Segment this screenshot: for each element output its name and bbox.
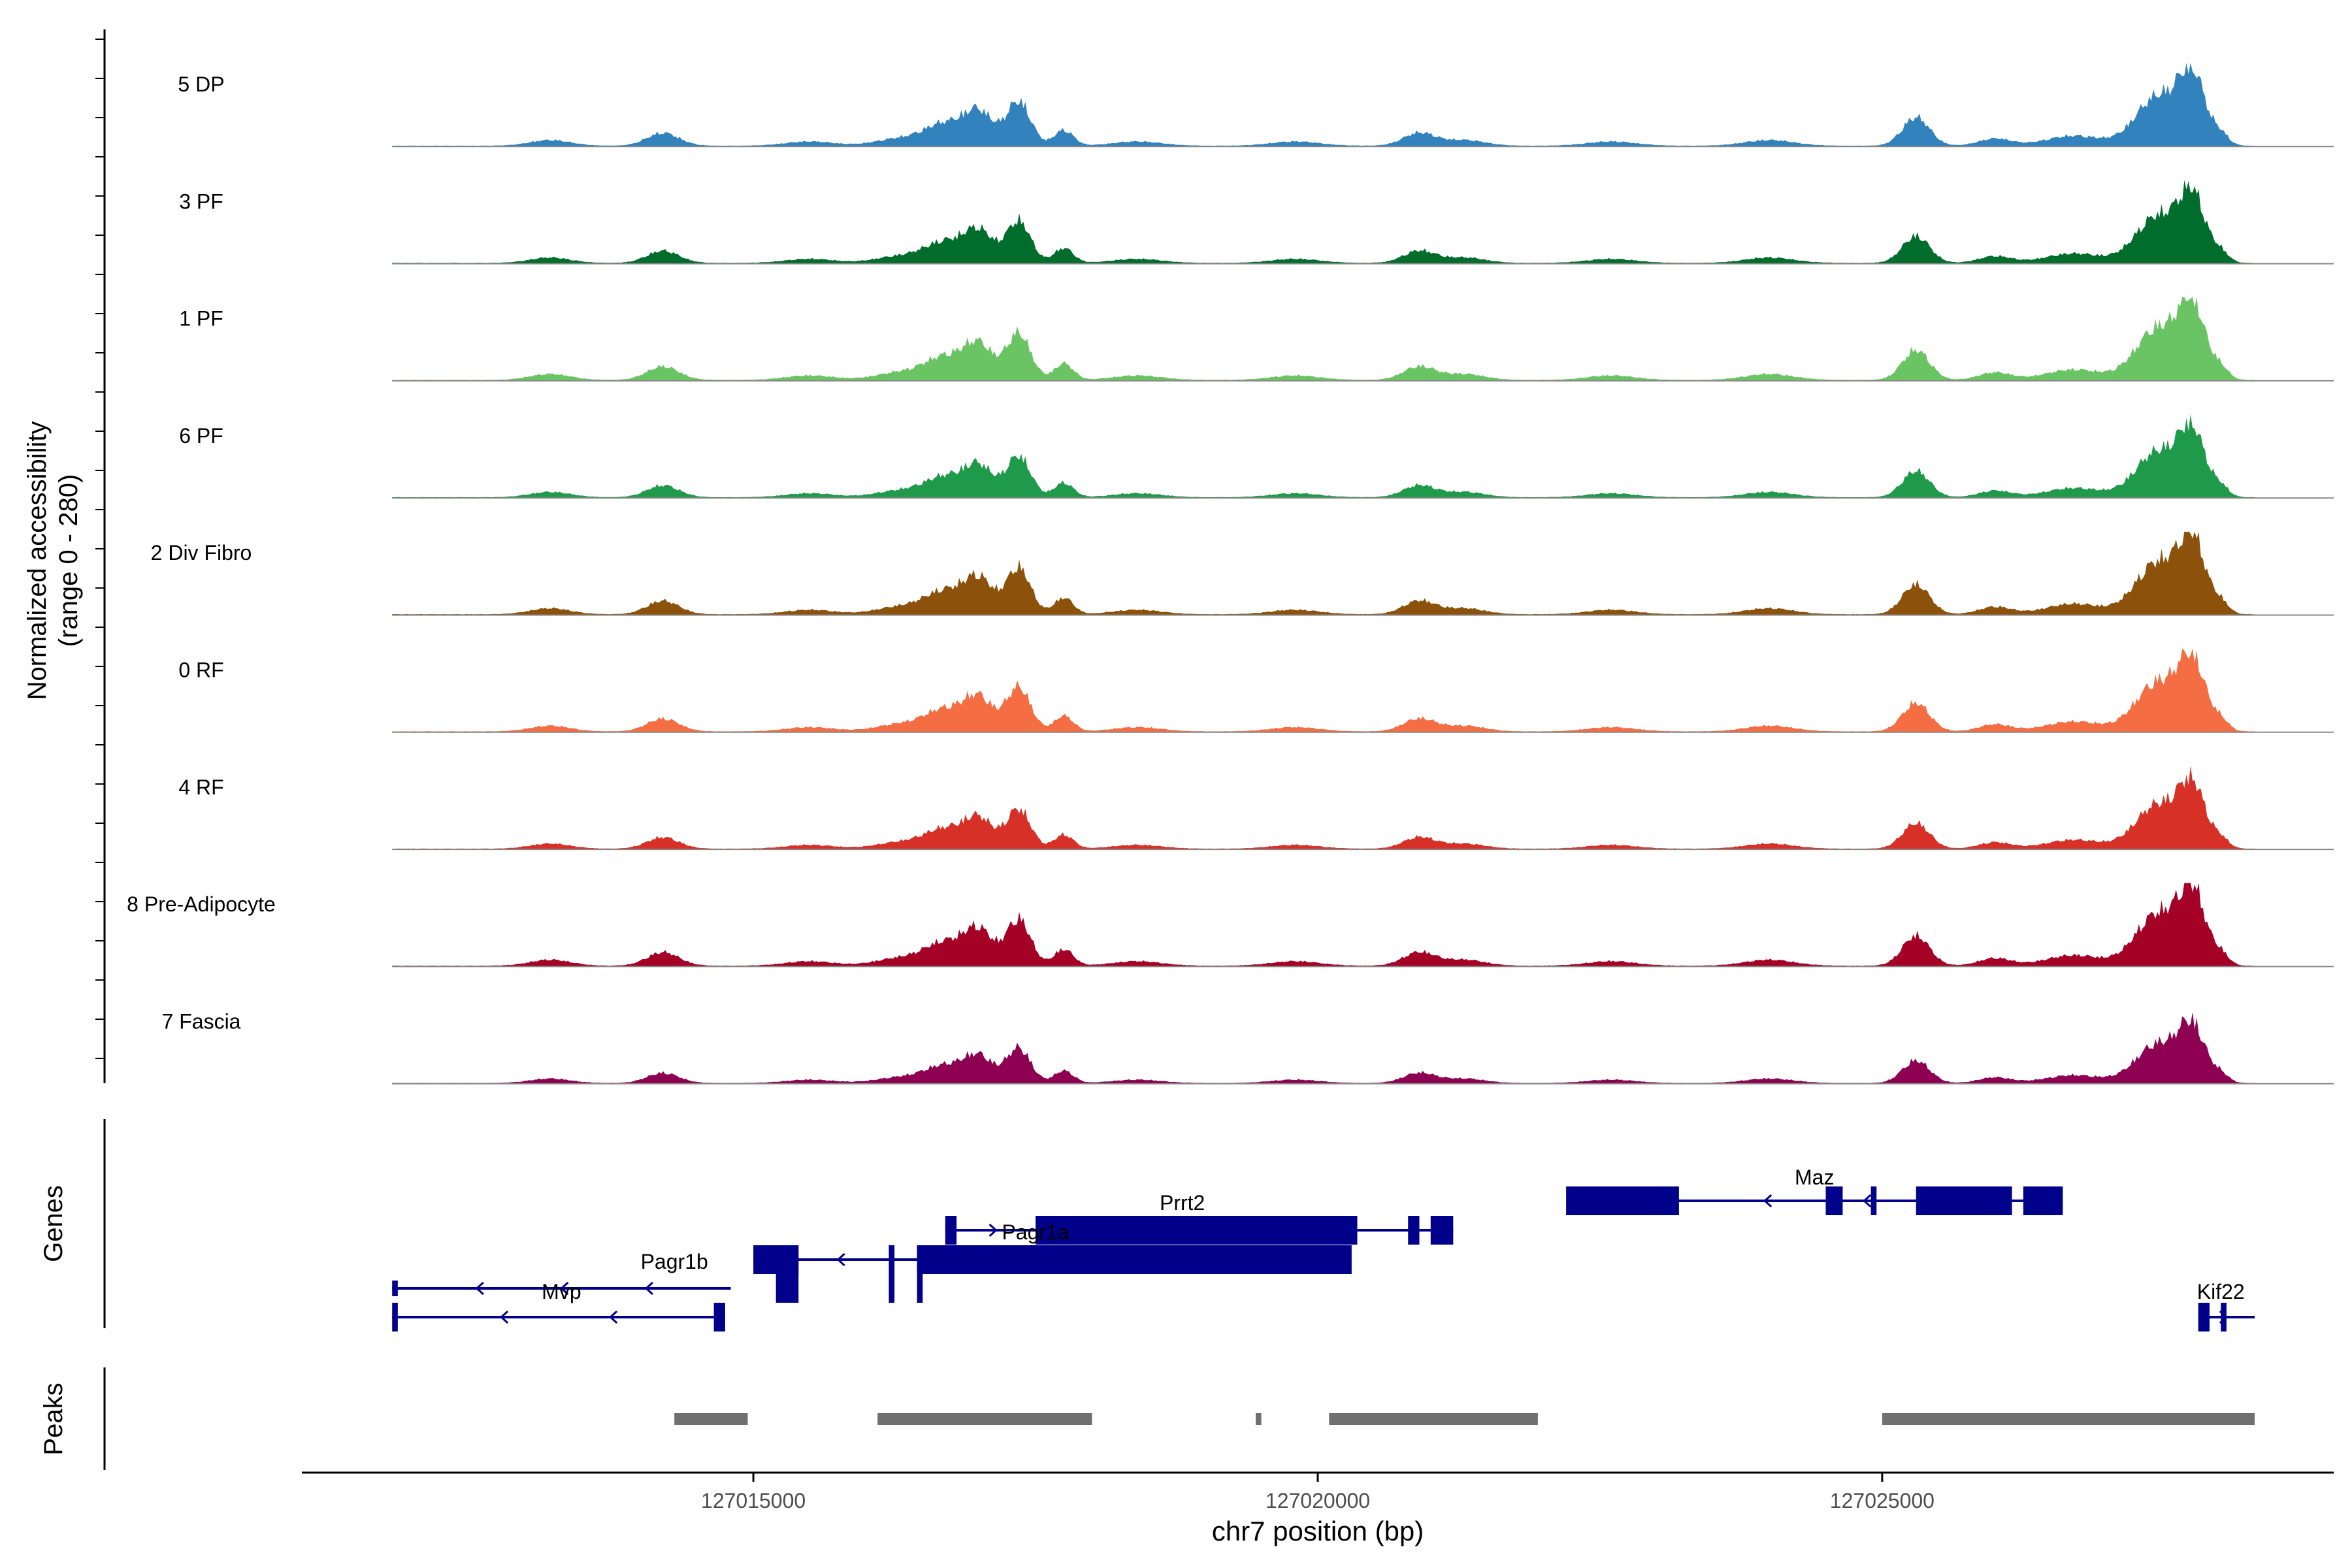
gene-kif22 [2198, 1303, 2255, 1331]
gene-exon [1870, 1186, 1877, 1215]
track-label: 1 PF [179, 307, 223, 331]
peak-region [877, 1413, 1092, 1425]
coverage-area [392, 63, 2255, 147]
x-tick-label: 127015000 [701, 1489, 806, 1512]
gene-exon [889, 1245, 895, 1303]
strand-arrow [1863, 1194, 1872, 1208]
coverage-area [392, 414, 2255, 498]
x-axis-ticks: 127015000 127020000 127025000 [701, 1473, 1935, 1512]
gene-exon [1566, 1186, 1679, 1215]
strand-arrow [475, 1281, 484, 1296]
track-label: 4 RF [178, 776, 223, 799]
track-0: 5 DP [178, 63, 2334, 148]
peak-region [1882, 1413, 2255, 1425]
gene-name-label: Pagr1a [1002, 1220, 1069, 1244]
gene-exon [1036, 1216, 1358, 1245]
gene-exon [1825, 1186, 1843, 1215]
track-label: 6 PF [179, 424, 223, 448]
gene-pagr1b [753, 1245, 1352, 1303]
gene-exon [917, 1245, 1352, 1274]
track-4: 2 Div Fibro [151, 531, 2334, 616]
coverage-area [392, 297, 2255, 381]
peak-region [674, 1413, 748, 1425]
track-8: 7 Fascia [162, 1009, 2334, 1085]
gene-exon [1916, 1186, 2012, 1215]
strand-arrow [560, 1281, 569, 1296]
strand-arrow [836, 1252, 845, 1267]
gene-name-label: Pagr1b [641, 1250, 708, 1273]
peaks-panel-label: Peaks [39, 1382, 68, 1455]
gene-annotation-track: Maz Prrt2 Pagr1a Pagr1b Mvp Kif22 [392, 1166, 2255, 1331]
coverage-area [392, 1012, 2255, 1084]
x-tick-label: 127025000 [1830, 1489, 1935, 1512]
coverage-area [392, 883, 2255, 967]
gene-name-label: Mvp [542, 1280, 581, 1303]
track-5: 0 RF [178, 648, 2334, 733]
gene-prrt2 [1036, 1216, 1454, 1245]
gene-exon [776, 1245, 799, 1303]
track-label: 3 PF [179, 189, 223, 213]
gene-pagr1a [945, 1216, 1047, 1245]
tracks-y-axis [95, 29, 106, 1083]
peak-region [1255, 1413, 1262, 1425]
gene-exon [1408, 1216, 1420, 1245]
coverage-area [392, 531, 2255, 615]
strand-arrow [644, 1281, 653, 1296]
track-label: 2 Div Fibro [151, 541, 252, 564]
track-7: 8 Pre-Adipocyte [127, 883, 2334, 968]
gene-exon [2221, 1303, 2227, 1331]
strand-arrow [1763, 1194, 1772, 1208]
strand-arrow [609, 1310, 618, 1324]
peaks-track [674, 1413, 2255, 1425]
gene-exon [392, 1281, 398, 1296]
coverage-area [392, 180, 2255, 264]
y-axis-label: Normalized accessibility (range 0 - 280) [23, 421, 83, 700]
coverage-area [392, 648, 2255, 732]
y-axis-label-line2: (range 0 - 280) [54, 474, 83, 647]
gene-mvp [392, 1303, 725, 1331]
gene-exon [392, 1303, 398, 1331]
track-3: 6 PF [179, 414, 2334, 499]
gene-name-label: Kif22 [2197, 1280, 2245, 1303]
coverage-area [392, 766, 2255, 850]
gene-maz [1566, 1186, 2063, 1215]
track-label: 8 Pre-Adipocyte [127, 892, 276, 916]
y-axis-label-line1: Normalized accessibility [23, 421, 52, 700]
gene-exon [2023, 1186, 2063, 1215]
coverage-tracks: 5 DP 3 PF 1 PF 6 PF 2 Div Fibro 0 RF 4 RF 8 Pre… [127, 63, 2334, 1085]
track-1: 3 PF [179, 180, 2334, 265]
gene-name-label: Maz [1795, 1166, 1834, 1189]
strand-arrow [988, 1223, 998, 1237]
gene-name-label: Prrt2 [1160, 1191, 1205, 1215]
x-tick-label: 127020000 [1266, 1489, 1370, 1512]
genes-panel-label: Genes [39, 1185, 68, 1262]
gene-exon [2198, 1303, 2210, 1331]
gene-exon [713, 1303, 725, 1331]
track-label: 7 Fascia [162, 1009, 241, 1033]
peak-region [1329, 1413, 1538, 1425]
track-6: 4 RF [178, 766, 2334, 851]
track-label: 5 DP [178, 73, 224, 96]
gene-mvp [392, 1281, 731, 1296]
track-label: 0 RF [178, 659, 223, 682]
x-axis-label: chr7 position (bp) [1212, 1516, 1424, 1546]
track-2: 1 PF [179, 297, 2334, 382]
gene-exon [945, 1216, 957, 1245]
gene-exon [1430, 1216, 1454, 1245]
strand-arrow [499, 1310, 509, 1324]
